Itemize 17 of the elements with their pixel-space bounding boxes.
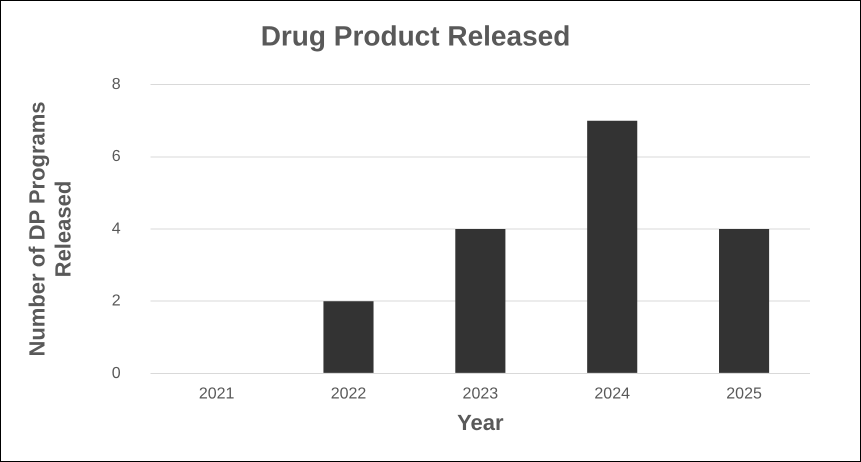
x-axis-title: Year [457,410,504,435]
y-tick-label: 4 [112,220,121,238]
y-tick-label: 2 [112,292,121,310]
x-tick-label: 2025 [726,385,762,402]
y-tick-label: 8 [112,76,121,94]
x-tick-label: 2023 [462,385,498,402]
bar [719,229,770,373]
x-tick-label: 2024 [594,385,630,402]
y-tick-label: 0 [112,364,121,382]
x-tick-label: 2022 [330,385,366,402]
y-tick-label: 6 [112,148,121,166]
bar [587,120,638,373]
bar [455,229,506,373]
chart-title: Drug Product Released [260,20,570,52]
bar [323,301,374,373]
x-tick-label: 2021 [198,385,235,402]
y-axis-title: Number of DP Programs Released [24,101,76,357]
